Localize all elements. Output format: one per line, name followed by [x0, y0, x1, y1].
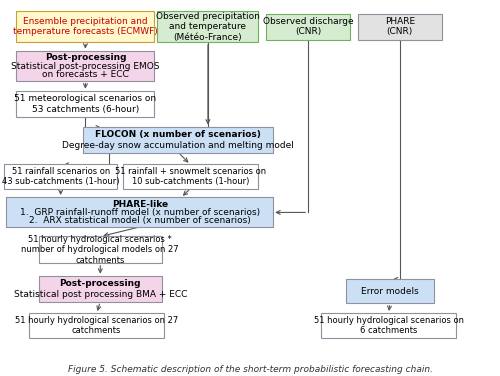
FancyBboxPatch shape: [346, 279, 434, 303]
FancyBboxPatch shape: [358, 14, 442, 40]
Text: 51 rainfall + snowmelt scenarios on
10 sub-catchments (1-hour): 51 rainfall + snowmelt scenarios on 10 s…: [115, 167, 266, 186]
Text: Post-processing: Post-processing: [60, 279, 141, 288]
FancyBboxPatch shape: [16, 91, 154, 117]
FancyBboxPatch shape: [321, 313, 456, 338]
Text: 1.  GRP rainfall-runoff model (x number of scenarios): 1. GRP rainfall-runoff model (x number o…: [20, 208, 260, 217]
FancyBboxPatch shape: [38, 276, 162, 302]
FancyBboxPatch shape: [123, 164, 258, 189]
Text: on forecasts + ECC: on forecasts + ECC: [42, 70, 129, 79]
FancyBboxPatch shape: [16, 51, 154, 81]
FancyBboxPatch shape: [38, 236, 162, 263]
Text: Statistical post-processing EMOS: Statistical post-processing EMOS: [11, 62, 160, 71]
Text: Figure 5. Schematic description of the short-term probabilistic forecasting chai: Figure 5. Schematic description of the s…: [68, 365, 432, 374]
Text: Degree-day snow accumulation and melting model: Degree-day snow accumulation and melting…: [62, 141, 294, 150]
FancyBboxPatch shape: [158, 11, 258, 42]
Text: 51 hourly hydrological scenarios on
6 catchments: 51 hourly hydrological scenarios on 6 ca…: [314, 316, 464, 335]
FancyBboxPatch shape: [266, 14, 350, 40]
FancyBboxPatch shape: [28, 313, 164, 338]
Text: PHARE-like: PHARE-like: [112, 200, 168, 209]
Text: 51 hourly hydrological scenarios on 27
catchments: 51 hourly hydrological scenarios on 27 c…: [15, 316, 178, 335]
FancyBboxPatch shape: [16, 11, 154, 42]
Text: 51 meteorological scenarios on
53 catchments (6-hour): 51 meteorological scenarios on 53 catchm…: [14, 94, 156, 114]
FancyBboxPatch shape: [4, 164, 117, 189]
Text: Error models: Error models: [361, 287, 418, 296]
Text: Observed discharge
(CNR): Observed discharge (CNR): [263, 17, 354, 36]
Text: FLOCON (x number of scenarios): FLOCON (x number of scenarios): [96, 130, 261, 139]
Text: PHARE
(CNR): PHARE (CNR): [384, 17, 415, 36]
Text: Statistical post processing BMA + ECC: Statistical post processing BMA + ECC: [14, 290, 187, 299]
Text: Observed precipitation
and temperature
(Météo-France): Observed precipitation and temperature (…: [156, 12, 260, 42]
Text: 2.  ARX statistical model (x number of scenarios): 2. ARX statistical model (x number of sc…: [29, 216, 250, 225]
FancyBboxPatch shape: [83, 127, 274, 153]
Text: 51 hourly hydrological scenarios *
number of hydrological models on 27
catchment: 51 hourly hydrological scenarios * numbe…: [22, 235, 179, 265]
Text: 51 rainfall scenarios on
43 sub-catchments (1-hour): 51 rainfall scenarios on 43 sub-catchmen…: [2, 167, 120, 186]
Text: Ensemble precipitation and
temperature forecasts (ECMWF): Ensemble precipitation and temperature f…: [13, 17, 158, 36]
Text: Post-processing: Post-processing: [44, 53, 126, 62]
FancyBboxPatch shape: [6, 197, 274, 227]
